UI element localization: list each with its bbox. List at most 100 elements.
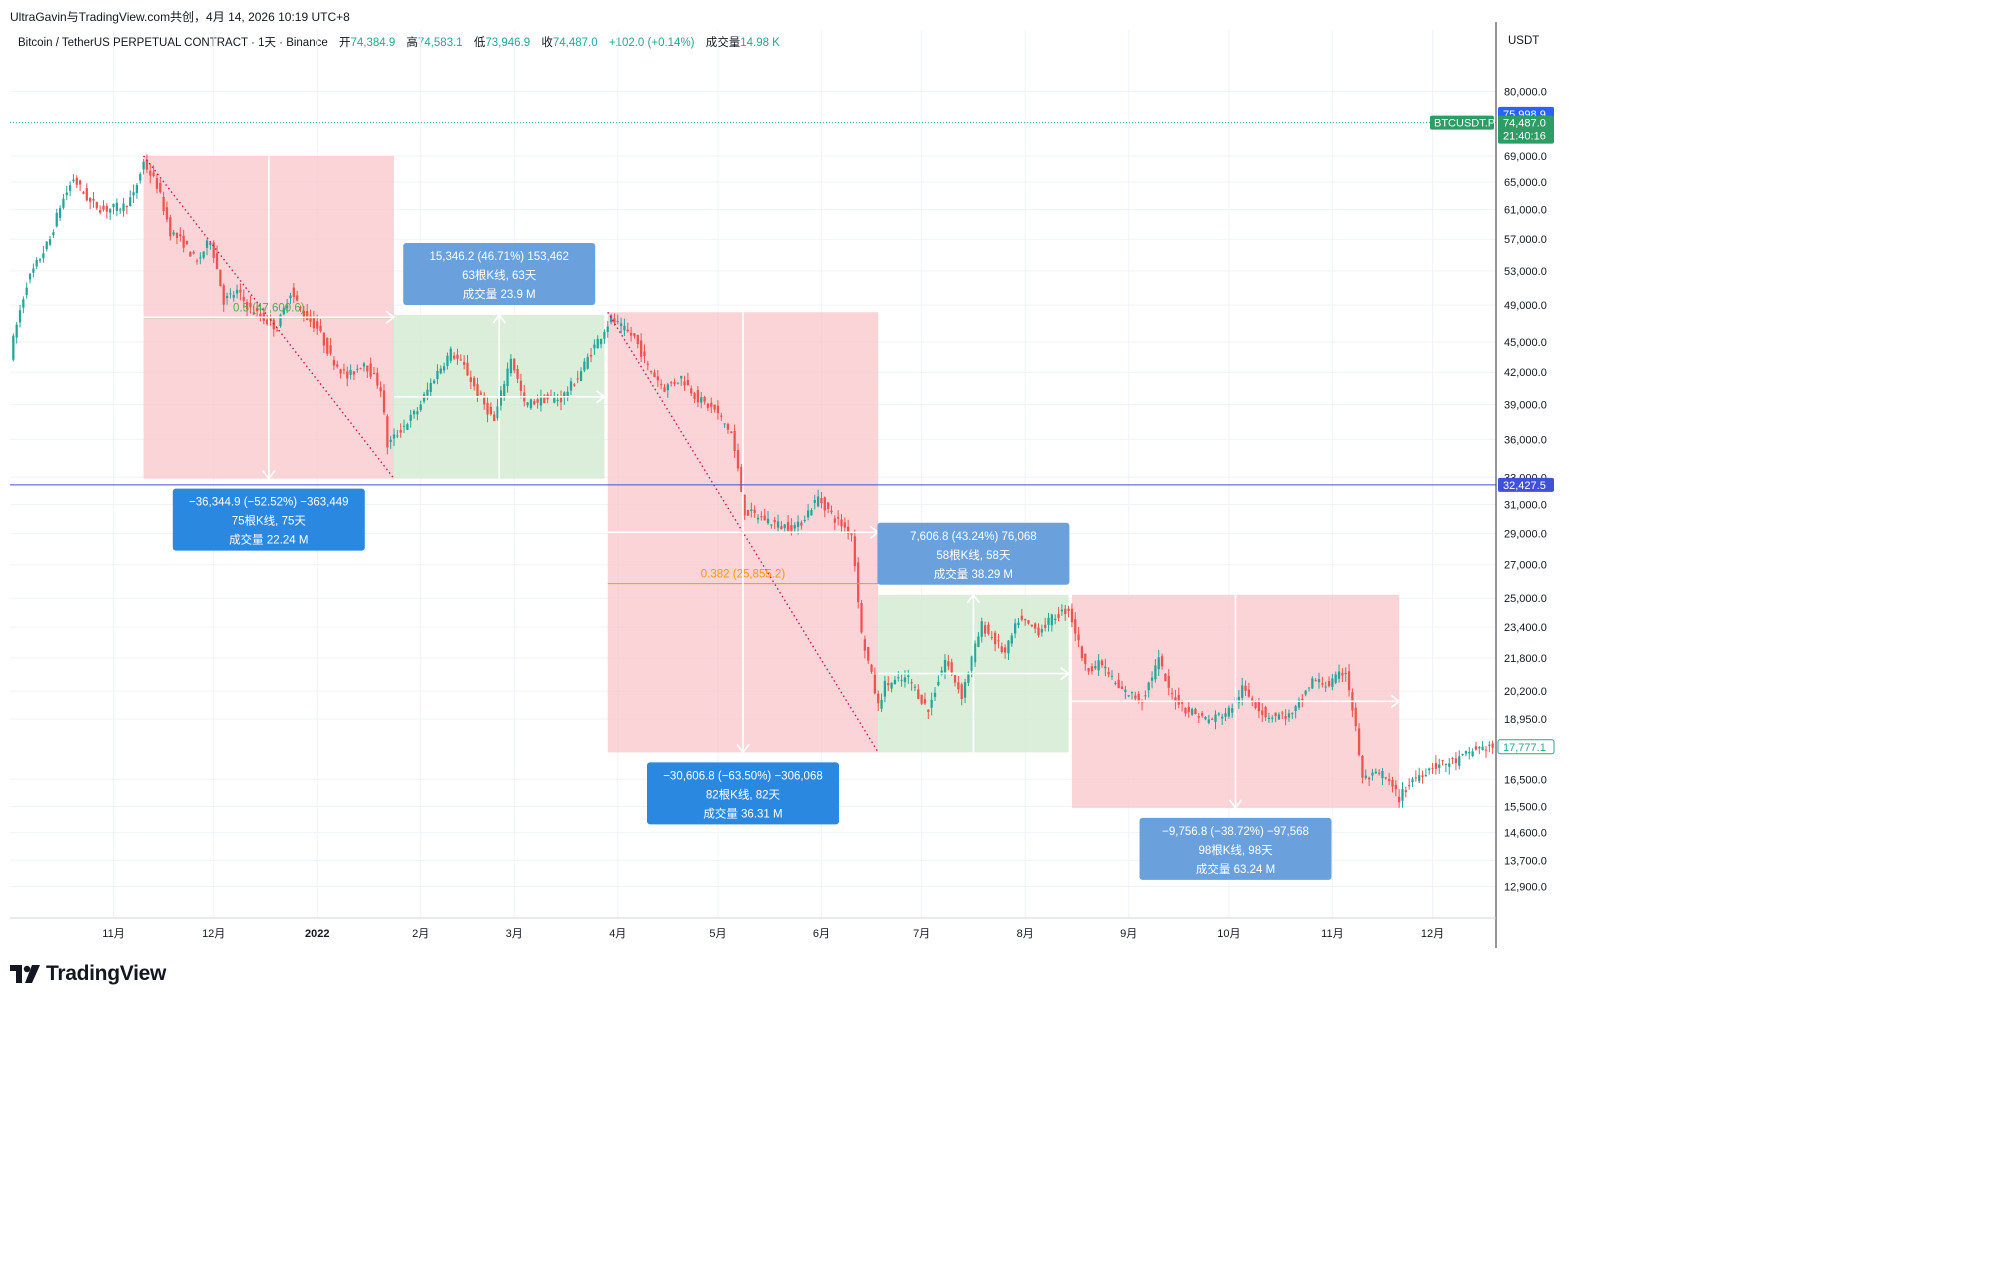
- price-axis-label: 39,000.0: [1504, 400, 1547, 412]
- candle-body: [970, 656, 973, 671]
- candle-body: [619, 323, 623, 327]
- candle-body: [165, 207, 169, 220]
- candle-body: [556, 399, 559, 402]
- candle-body: [1277, 714, 1281, 720]
- candle-body: [559, 397, 563, 403]
- candle-body: [943, 659, 947, 673]
- candle-body: [139, 174, 142, 181]
- measure-info-box[interactable]: [877, 522, 1070, 585]
- candle-body: [169, 217, 172, 237]
- candle-body: [703, 397, 706, 402]
- candle-body: [99, 210, 102, 213]
- measure-info-box[interactable]: [403, 242, 596, 305]
- trend-dotted-line[interactable]: [143, 155, 395, 480]
- candle-body: [1461, 753, 1464, 755]
- candle-body: [416, 411, 419, 415]
- price-chart[interactable]: 0.5 (47,600.6)0.382 (25,855.2)−36,344.9 …: [0, 0, 1568, 1003]
- arrow-head-icon: [736, 743, 750, 754]
- volume-value: 14.98 K: [740, 37, 780, 49]
- candle-body: [1254, 702, 1257, 708]
- measure-info-text: 成交量 22.24 M: [229, 533, 308, 547]
- candle-body: [259, 313, 262, 317]
- price-axis-label: 16,500.0: [1504, 774, 1547, 786]
- candle-body: [1261, 710, 1264, 715]
- candle-body: [1227, 707, 1230, 717]
- candle-body: [1267, 717, 1271, 719]
- currency-label[interactable]: USDT: [1508, 35, 1540, 47]
- candle-body: [1301, 699, 1304, 701]
- candle-body: [826, 502, 830, 510]
- current-price-tag[interactable]: [1497, 739, 1555, 755]
- candle-body: [930, 699, 933, 708]
- candle-body: [1157, 657, 1160, 670]
- arrow-head-icon: [262, 470, 276, 480]
- measure-info-box[interactable]: [646, 762, 839, 825]
- candle-body: [212, 242, 215, 258]
- candle-body: [1421, 775, 1424, 777]
- candle-body: [189, 251, 192, 257]
- candle-body: [1044, 624, 1047, 628]
- candle-body: [252, 312, 255, 315]
- measure-info-box[interactable]: [172, 488, 365, 551]
- candle-body: [716, 405, 720, 414]
- candle-body: [803, 520, 806, 522]
- time-axis-label: 2月: [412, 928, 429, 940]
- volume-label: 成交量: [705, 37, 741, 49]
- brand-name: TradingView: [46, 962, 167, 985]
- tradingview-logo[interactable]: TradingView: [10, 962, 166, 986]
- candle-body: [526, 402, 529, 406]
- candle-body: [1104, 666, 1107, 669]
- candle-body: [95, 201, 98, 209]
- last-price-tag[interactable]: [1498, 115, 1554, 144]
- candle-body: [710, 402, 713, 407]
- candle-body: [1394, 784, 1397, 790]
- last-price-tag-text: 74,487.0: [1503, 118, 1546, 130]
- symbol-line[interactable]: Bitcoin / TetherUS PERPETUAL CONTRACT · …: [18, 37, 328, 49]
- trend-dotted-line[interactable]: [607, 311, 879, 753]
- candle-body: [539, 396, 543, 406]
- candle-body: [643, 351, 646, 357]
- candle-body: [422, 394, 426, 402]
- candle-body: [666, 384, 669, 391]
- price-axis-label: 12,900.0: [1504, 881, 1547, 893]
- candle-body: [599, 338, 603, 345]
- time-axis-label: 6月: [813, 928, 830, 940]
- candle-body: [823, 497, 826, 511]
- candle-body: [1404, 790, 1407, 793]
- candle-body: [993, 632, 997, 645]
- candle-body: [1408, 785, 1411, 787]
- candle-body: [633, 333, 636, 337]
- candle-body: [1468, 752, 1471, 754]
- measure-info-box[interactable]: [1139, 817, 1332, 880]
- candle-body: [1428, 768, 1431, 771]
- candle-body: [1221, 716, 1224, 719]
- candle-body: [172, 232, 175, 235]
- candle-body: [1211, 718, 1214, 720]
- candle-body: [182, 235, 185, 248]
- candle-body: [1127, 695, 1130, 697]
- candle-body: [660, 383, 663, 385]
- price-tag-blue-level[interactable]: [1498, 477, 1554, 492]
- candle-body: [1311, 678, 1314, 689]
- candle-body: [436, 370, 439, 380]
- candle-body: [479, 392, 482, 395]
- candle-body: [125, 206, 129, 208]
- candle-body: [142, 161, 145, 170]
- candle-body: [1371, 772, 1374, 776]
- candle-body: [1247, 689, 1251, 697]
- measure-info-text: 15,346.2 (46.71%) 153,462: [430, 251, 569, 263]
- candle-body: [676, 382, 680, 384]
- candle-body: [185, 240, 189, 245]
- candle-body: [265, 319, 269, 324]
- candle-body: [609, 315, 613, 323]
- price-axis-label: 20,200.0: [1504, 686, 1547, 698]
- measure-info-text: 58根K线, 58天: [936, 548, 1011, 562]
- candle-body: [392, 434, 396, 439]
- candle-body: [1177, 695, 1180, 705]
- symbol-tag[interactable]: [1430, 115, 1494, 130]
- candle-body: [1190, 709, 1194, 715]
- price-axis-label: 65,000.0: [1504, 177, 1547, 189]
- tradingview-icon: [10, 965, 40, 983]
- arrow-head-icon: [966, 593, 981, 604]
- candle-body: [372, 373, 376, 375]
